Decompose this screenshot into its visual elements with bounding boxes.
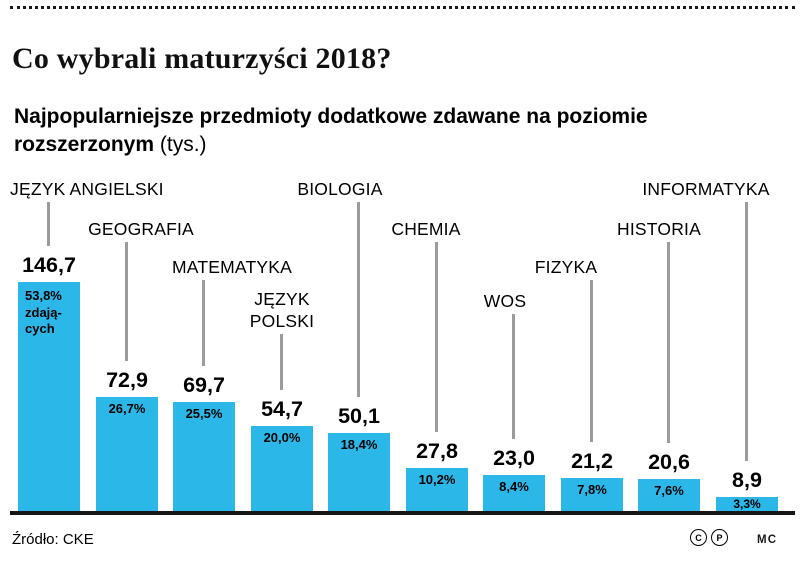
percent-label: 20,0% bbox=[263, 430, 301, 445]
bar-column-biologia: BIOLOGIA 50,1 18,4% bbox=[297, 170, 390, 511]
leader-line bbox=[280, 334, 283, 390]
category-label: BIOLOGIA bbox=[297, 179, 383, 199]
percent-label: 7,8% bbox=[577, 482, 607, 497]
category-label: JĘZYK POLSKI bbox=[249, 289, 315, 331]
x-axis-line bbox=[10, 511, 795, 515]
leader-line bbox=[435, 242, 438, 432]
dotted-divider bbox=[10, 6, 795, 9]
percent-label: 25,5% bbox=[185, 406, 223, 421]
value-label: 27,8 bbox=[416, 439, 458, 463]
leader-line bbox=[202, 280, 205, 366]
leader-line bbox=[667, 242, 670, 443]
bar-column-geografia: GEOGRAFIA 72,9 26,7% bbox=[88, 170, 194, 511]
bar: 25,5% bbox=[173, 402, 235, 511]
percent-label: 7,6% bbox=[654, 483, 684, 498]
bar: 7,6% bbox=[638, 479, 700, 511]
author-credit: MC bbox=[757, 534, 778, 546]
category-label: CHEMIA bbox=[391, 219, 461, 239]
chart-subtitle: Najpopularniejsze przedmioty dodatkowe z… bbox=[14, 103, 799, 159]
bar: 53,8% zdają- cych bbox=[18, 282, 80, 511]
bar-column-wos: WOS 23,0 8,4% bbox=[483, 170, 545, 511]
bar-column-jezyk-angielski: JĘZYK ANGIELSKI 146,7 53,8% zdają- cych bbox=[10, 170, 164, 511]
bar: 7,8% bbox=[561, 478, 623, 511]
percent-label: 8,4% bbox=[499, 479, 529, 494]
chart-subtitle-line2: rozszerzonym (tys.) bbox=[14, 131, 799, 159]
bar-column-matematyka: MATEMATYKA 69,7 25,5% bbox=[172, 170, 292, 511]
bar-column-historia: HISTORIA 20,6 7,6% bbox=[617, 170, 701, 511]
leader-line bbox=[125, 242, 128, 361]
bar: 26,7% bbox=[96, 397, 158, 511]
category-label: INFORMATYKA bbox=[642, 179, 770, 199]
bar: 20,0% bbox=[251, 426, 313, 511]
value-label: 69,7 bbox=[183, 373, 225, 397]
circled-p-icon: P bbox=[711, 529, 728, 546]
chart-subtitle-line2-bold: rozszerzonym bbox=[14, 133, 155, 156]
bar-column-chemia: CHEMIA 27,8 10,2% bbox=[391, 170, 468, 511]
category-label: JĘZYK ANGIELSKI bbox=[10, 179, 164, 199]
leader-line bbox=[745, 202, 748, 461]
category-label: WOS bbox=[483, 291, 527, 311]
percent-label: 10,2% bbox=[418, 472, 456, 487]
value-label: 50,1 bbox=[338, 404, 380, 428]
bar-chart: JĘZYK ANGIELSKI 146,7 53,8% zdają- cych … bbox=[0, 170, 805, 511]
value-label: 72,9 bbox=[106, 368, 148, 392]
chart-subtitle-unit: (tys.) bbox=[154, 133, 207, 156]
category-label: HISTORIA bbox=[617, 219, 701, 239]
leader-line bbox=[357, 202, 360, 397]
percent-label: 26,7% bbox=[108, 401, 146, 416]
percent-label: 3,3% bbox=[733, 497, 761, 511]
value-label: 20,6 bbox=[648, 450, 690, 474]
category-label: MATEMATYKA bbox=[172, 257, 292, 277]
bar-column-informatyka: INFORMATYKA 8,9 3,3% bbox=[642, 170, 778, 511]
leader-line bbox=[590, 280, 593, 442]
category-label: GEOGRAFIA bbox=[88, 219, 194, 239]
chart-subtitle-line1: Najpopularniejsze przedmioty dodatkowe z… bbox=[14, 105, 648, 128]
value-label: 8,9 bbox=[732, 468, 762, 492]
circled-c-icon: C bbox=[690, 529, 707, 546]
source-note: Źródło: CKE bbox=[12, 531, 94, 548]
value-label: 23,0 bbox=[493, 446, 535, 470]
leader-line bbox=[47, 202, 50, 246]
bar: 10,2% bbox=[406, 468, 468, 511]
value-label: 21,2 bbox=[571, 449, 613, 473]
rights-badges: C P bbox=[690, 529, 728, 546]
page-title: Co wybrali maturzyści 2018? bbox=[12, 42, 392, 75]
bar-column-jezyk-polski: JĘZYK POLSKI 54,7 20,0% bbox=[250, 170, 314, 511]
value-label: 54,7 bbox=[261, 397, 303, 421]
bar-column-fizyka: FIZYKA 21,2 7,8% bbox=[535, 170, 623, 511]
percent-label: 53,8% zdają- cych bbox=[25, 288, 62, 336]
leader-line bbox=[512, 314, 515, 439]
bar: 18,4% bbox=[328, 433, 390, 511]
value-label: 146,7 bbox=[22, 253, 76, 277]
percent-label: 18,4% bbox=[340, 437, 378, 452]
bar: 8,4% bbox=[483, 475, 545, 511]
bar: 3,3% bbox=[716, 497, 778, 511]
category-label: FIZYKA bbox=[534, 257, 598, 277]
